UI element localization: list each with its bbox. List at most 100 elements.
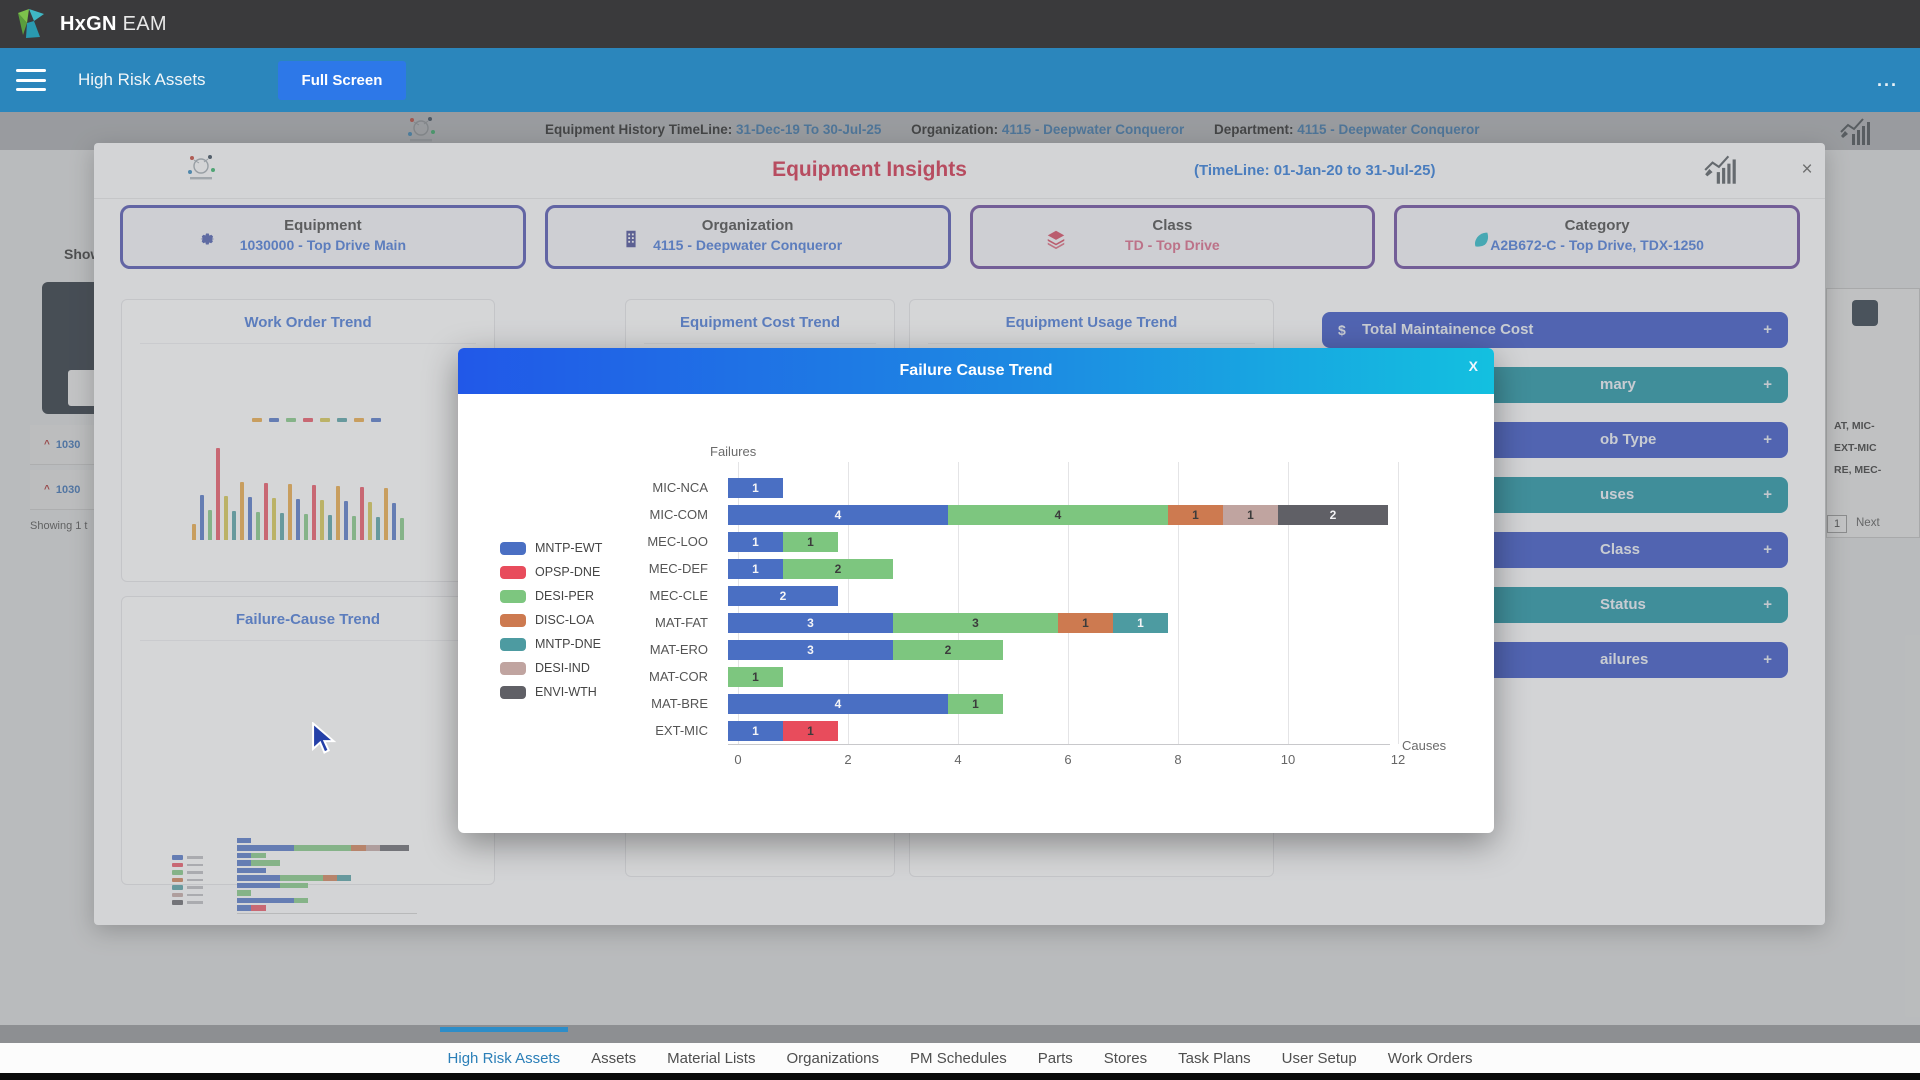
chart-x-axis-ticks: 0 2 4 6 8 10 12 — [468, 752, 1405, 768]
bar-segment-MNTP-EWT[interactable]: 2 — [728, 585, 838, 606]
bar-segment-OPSP-DNE[interactable]: 1 — [783, 720, 838, 741]
x-tick-label: 12 — [1390, 752, 1406, 767]
bar-segment-DESI-PER[interactable]: 3 — [893, 612, 1058, 633]
bg-next-button[interactable]: Next — [1856, 517, 1880, 529]
bg-card-button[interactable] — [68, 370, 94, 406]
filter-card-organization[interactable]: Organization 4115 - Deepwater Conqueror — [544, 205, 951, 269]
bottom-nav-strip — [0, 1025, 1920, 1043]
legend-label: DISC-LOA — [535, 613, 595, 627]
legend-swatch — [500, 685, 526, 699]
x-tick-label: 6 — [1064, 752, 1072, 767]
insights-close-button[interactable]: × — [1801, 159, 1813, 180]
bottom-tab-pm-schedules[interactable]: PM Schedules — [910, 1049, 1007, 1067]
expand-plus-icon[interactable]: + — [1763, 431, 1772, 448]
bar-segment-MNTP-EWT[interactable]: 1 — [728, 531, 783, 552]
bar-segment-DESI-PER[interactable]: 1 — [948, 693, 1003, 714]
expand-plus-icon[interactable]: + — [1763, 486, 1772, 503]
expand-plus-icon[interactable]: + — [1763, 376, 1772, 393]
filter-card-equipment[interactable]: Equipment 1030000 - Top Drive Main — [120, 205, 526, 269]
bar-segment-DESI-IND[interactable]: 1 — [1223, 504, 1278, 525]
x-tick-label: 8 — [1174, 752, 1182, 767]
legend-item[interactable]: DESI-IND — [500, 656, 602, 680]
legend-item[interactable]: OPSP-DNE — [500, 560, 602, 584]
building-icon — [626, 230, 636, 248]
bg-showing-text: Showing 1 t — [30, 520, 88, 532]
chart-row: EXT-MIC 1 1 — [468, 717, 1388, 744]
bar-segment-ENVI-WTH[interactable]: 2 — [1278, 504, 1388, 525]
chart-legend: MNTP-EWT OPSP-DNE DESI-PER DISC-LOA MNTP-DNE… — [500, 536, 602, 704]
bg-show-label: Show — [64, 246, 102, 262]
bar-segment-MNTP-EWT[interactable]: 3 — [728, 612, 893, 633]
bottom-tab-work-orders[interactable]: Work Orders — [1387, 1049, 1473, 1067]
bar-segment-DESI-PER[interactable]: 4 — [948, 504, 1168, 525]
bar-segment-MNTP-EWT[interactable]: 4 — [728, 504, 948, 525]
filter-card-class[interactable]: Class TD - Top Drive — [969, 205, 1376, 269]
category-label: MAT-FAT — [655, 615, 708, 630]
legend-item[interactable]: MNTP-EWT — [500, 536, 602, 560]
expand-plus-icon[interactable]: + — [1763, 596, 1772, 613]
x-tick-label: 4 — [954, 752, 962, 767]
bottom-tab-material-lists[interactable]: Material Lists — [667, 1049, 756, 1067]
expand-plus-icon[interactable]: + — [1763, 651, 1772, 668]
bar-segment-DESI-PER[interactable]: 2 — [893, 639, 1003, 660]
bar-segment-MNTP-EWT[interactable]: 1 — [728, 720, 783, 741]
bottom-black-bar — [0, 1073, 1920, 1080]
bg-dark-card — [42, 282, 94, 414]
brand-title: HxGN EAM — [60, 12, 167, 35]
bottom-tab-high-risk-assets[interactable]: High Risk Assets — [439, 1026, 568, 1067]
bottom-tab-parts[interactable]: Parts — [1037, 1049, 1073, 1067]
bar-segment-DESI-PER[interactable]: 2 — [783, 558, 893, 579]
bottom-tab-assets[interactable]: Assets — [591, 1049, 637, 1067]
bg-list-item[interactable]: ^ 1030 — [30, 470, 94, 510]
chart-row: MEC-LOO 1 1 — [468, 528, 1388, 555]
legend-swatch — [500, 661, 526, 675]
filter-value: TD - Top Drive — [1125, 237, 1220, 253]
accordion-label: ob Type — [1600, 431, 1657, 448]
failure-cause-trend-panel: Failure-Cause Trend — [121, 596, 495, 914]
bottom-tab-organizations[interactable]: Organizations — [786, 1049, 880, 1067]
chart-row: MIC-NCA 1 — [468, 474, 1388, 501]
legend-label: DESI-IND — [535, 661, 590, 675]
category-label: MIC-NCA — [652, 480, 708, 495]
legend-item[interactable]: MNTP-DNE — [500, 632, 602, 656]
hamburger-menu-icon[interactable] — [16, 69, 46, 91]
bar-segment-DISC-LOA[interactable]: 1 — [1058, 612, 1113, 633]
legend-swatch — [500, 541, 526, 555]
bar-segment-DESI-PER[interactable]: 1 — [783, 531, 838, 552]
overflow-menu-icon[interactable]: ... — [1876, 69, 1898, 90]
bar-segment-DESI-PER[interactable]: 1 — [728, 666, 783, 687]
bar-segment-MNTP-DNE[interactable]: 1 — [1113, 612, 1168, 633]
bar-segment-MNTP-EWT[interactable]: 1 — [728, 558, 783, 579]
bg-right-icon[interactable] — [1852, 300, 1878, 326]
bar-segment-MNTP-EWT[interactable]: 4 — [728, 693, 948, 714]
chart-y-axis-label: Failures — [710, 444, 757, 459]
chart-row: MEC-CLE 2 — [468, 582, 1388, 609]
chart-x-axis-label: Causes — [1402, 738, 1447, 753]
header-context-text: Equipment History TimeLine: 31-Dec-19 To… — [545, 122, 1480, 137]
failure-cause-mini-legend — [172, 855, 203, 908]
failure-modal-close-button[interactable]: X — [1468, 358, 1478, 374]
bottom-tab-user-setup[interactable]: User Setup — [1281, 1049, 1357, 1067]
bar-segment-DISC-LOA[interactable]: 1 — [1168, 504, 1223, 525]
bar-segment-MNTP-EWT[interactable]: 3 — [728, 639, 893, 660]
bottom-tab-task-plans[interactable]: Task Plans — [1178, 1049, 1251, 1067]
chart-row: MEC-DEF 1 2 — [468, 555, 1388, 582]
category-label: MAT-ERO — [649, 642, 708, 657]
legend-item[interactable]: ENVI-WTH — [500, 680, 602, 704]
hxgn-logo-icon — [18, 9, 44, 38]
legend-label: DESI-PER — [535, 589, 595, 603]
legend-item[interactable]: DISC-LOA — [500, 608, 602, 632]
chart-row: MAT-COR 1 — [468, 663, 1388, 690]
expand-plus-icon[interactable]: + — [1763, 321, 1772, 338]
filter-name: Equipment — [284, 217, 362, 234]
bar-segment-MNTP-EWT[interactable]: 1 — [728, 477, 783, 498]
accordion-button[interactable]: $ Total Maintainence Cost + — [1322, 312, 1788, 348]
legend-item[interactable]: DESI-PER — [500, 584, 602, 608]
chart-row: MAT-FAT 3 3 1 1 — [468, 609, 1388, 636]
bg-list-item[interactable]: ^ 1030 — [30, 425, 94, 465]
expand-plus-icon[interactable]: + — [1763, 541, 1772, 558]
filter-card-category[interactable]: Category A2B672-C - Top Drive, TDX-1250 — [1394, 205, 1800, 269]
bottom-tab-stores[interactable]: Stores — [1103, 1049, 1148, 1067]
full-screen-button[interactable]: Full Screen — [277, 60, 407, 100]
bg-page-number: 1 — [1827, 515, 1847, 533]
